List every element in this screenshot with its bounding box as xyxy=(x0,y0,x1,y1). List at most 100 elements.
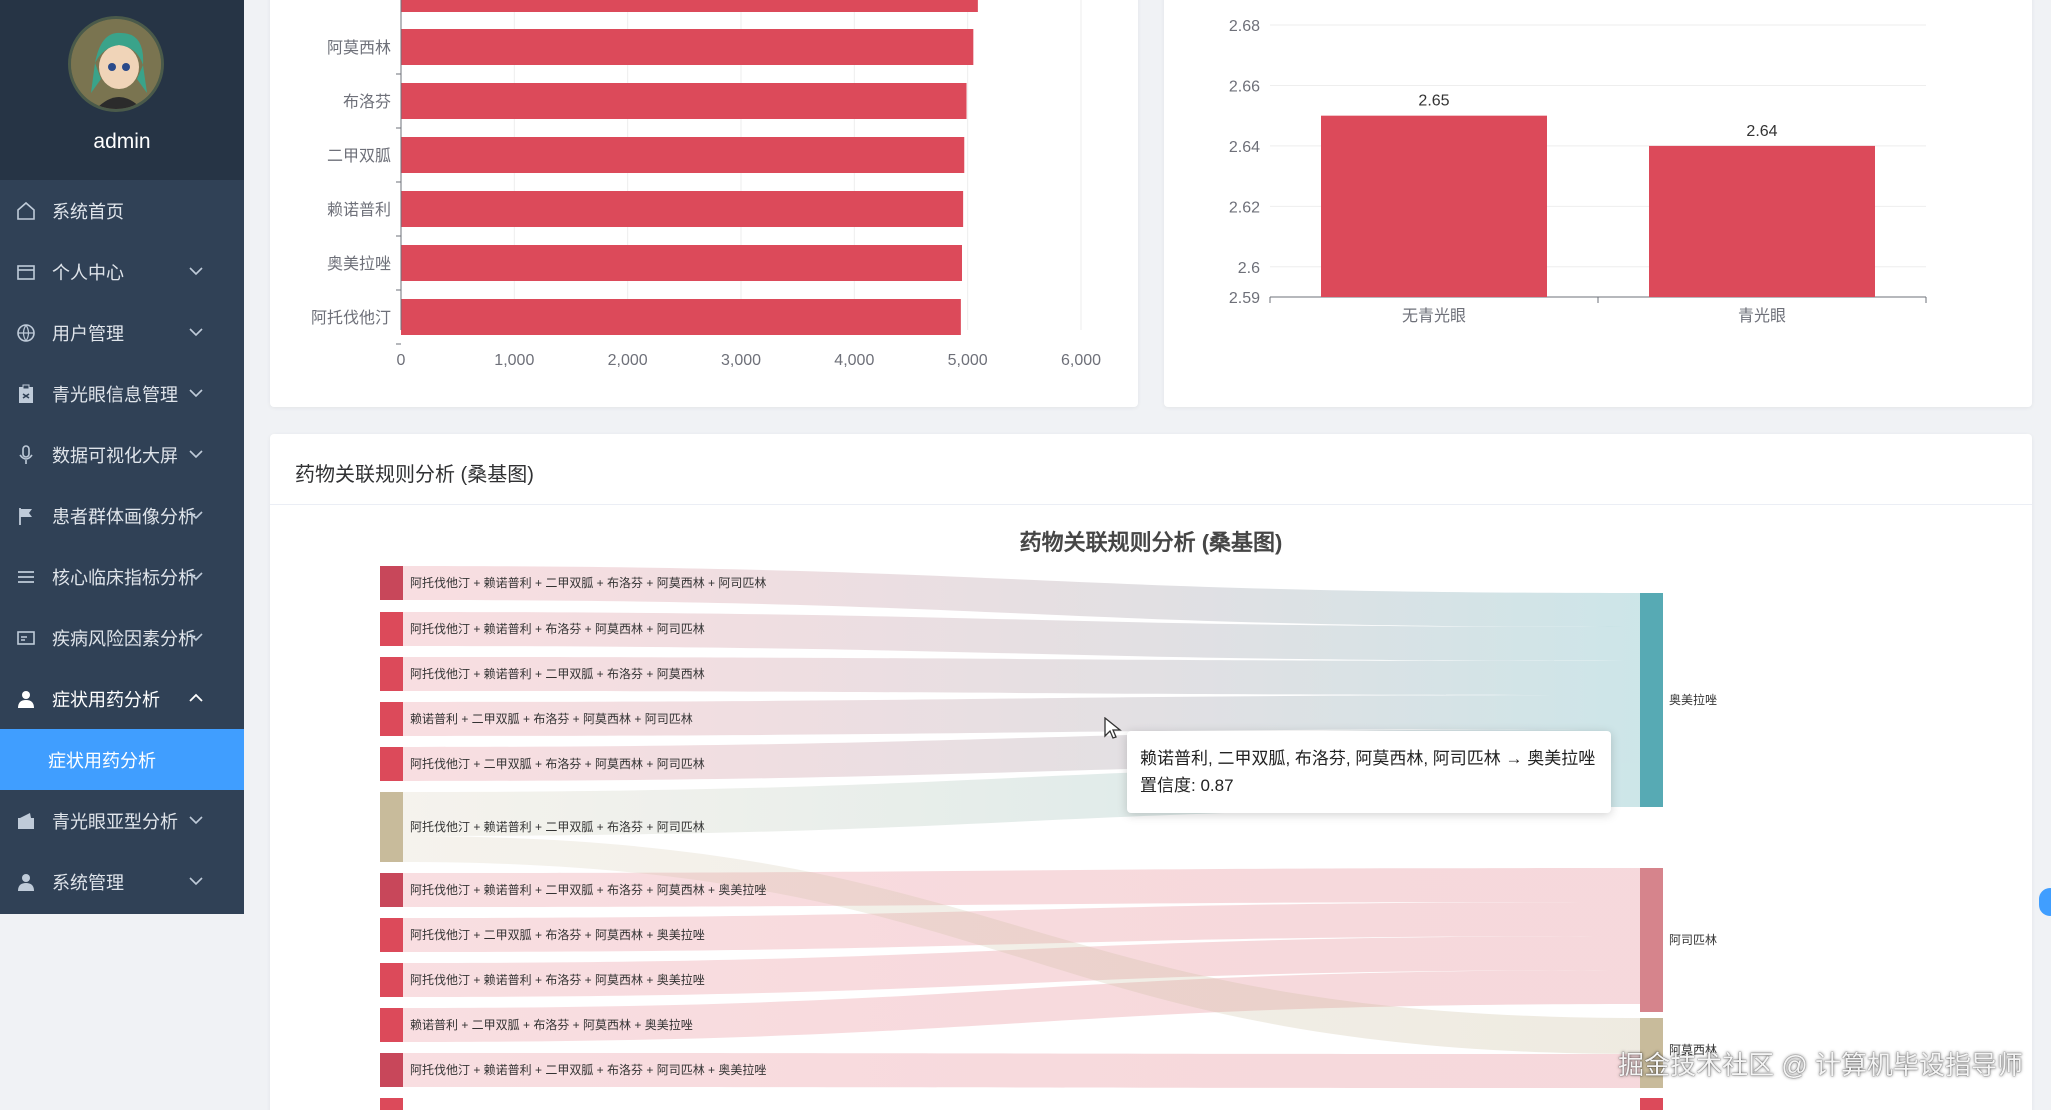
chevron-down-icon xyxy=(189,511,203,520)
chevron-down-icon xyxy=(189,389,203,398)
sankey-source-node[interactable] xyxy=(380,873,403,907)
sidebar-item-glaucoma-info[interactable]: 青光眼信息管理 xyxy=(0,363,244,424)
bar[interactable] xyxy=(401,245,962,281)
sankey-target-node[interactable] xyxy=(1640,868,1663,1012)
sidebar-item-clinical-indicators[interactable]: 核心临床指标分析 xyxy=(0,546,244,607)
globe-icon xyxy=(14,321,38,345)
sankey-target-label: 阿莫西林 xyxy=(1669,1043,1717,1057)
sankey-source-node[interactable] xyxy=(380,1008,403,1042)
y-tick-label: 2.59 xyxy=(1229,290,1260,307)
sidebar-item-label: 症状用药分析 xyxy=(52,689,160,710)
sidebar-item-risk-factors[interactable]: 疾病风险因素分析 xyxy=(0,607,244,668)
sankey-link[interactable] xyxy=(403,612,1640,661)
sidebar-item-label: 青光眼信息管理 xyxy=(52,384,178,405)
x-tick-label: 3,000 xyxy=(721,352,761,369)
sankey-target-node[interactable] xyxy=(1640,593,1663,807)
chart-tooltip: 赖诺普利, 二甲双胍, 布洛芬, 阿莫西林, 阿司匹林 → 奥美拉唑 置信度: … xyxy=(1127,731,1611,813)
bar-partial[interactable] xyxy=(401,0,978,12)
y-tick-label: 2.68 xyxy=(1229,18,1260,35)
sidebar-item-glaucoma-subtype[interactable]: 青光眼亚型分析 xyxy=(0,790,244,851)
y-tick-label: 2.6 xyxy=(1238,260,1260,277)
bar[interactable] xyxy=(401,191,964,227)
sidebar-item-label: 系统首页 xyxy=(52,201,124,222)
sidebar-item-label: 青光眼亚型分析 xyxy=(52,811,178,832)
user-icon xyxy=(14,870,38,894)
profile-card-icon xyxy=(14,260,38,284)
sankey-link[interactable] xyxy=(403,695,1640,736)
sankey-source-label: 阿托伐他汀 + 赖诺普利 + 二甲双胍 + 布洛芬 + 阿莫西林 + 阿司匹林 xyxy=(410,575,766,590)
submenu-item-label: 症状用药分析 xyxy=(48,750,156,771)
sankey-source-node[interactable] xyxy=(380,747,403,781)
chevron-down-icon xyxy=(189,816,203,825)
y-tick-label: 2.66 xyxy=(1229,78,1260,95)
chevron-down-icon xyxy=(189,877,203,886)
sankey-target-node[interactable] xyxy=(1640,1018,1663,1088)
sankey-source-label: 阿托伐他汀 + 赖诺普利 + 二甲双胍 + 布洛芬 + 阿莫西林 xyxy=(410,666,705,681)
chevron-down-icon xyxy=(189,450,203,459)
drug-usage-chart-panel: 0 1,000 2,000 3,000 4,000 5,000 6,000 阿莫西林 布洛芬 二甲… xyxy=(270,0,1138,407)
sidebar-item-label: 数据可视化大屏 xyxy=(52,445,178,466)
sankey-source-label: 赖诺普利 + 二甲双胍 + 布洛芬 + 阿莫西林 + 阿司匹林 xyxy=(410,711,693,726)
bar[interactable] xyxy=(401,83,967,119)
sankey-source-label: 阿托伐他汀 + 赖诺普利 + 布洛芬 + 阿莫西林 + 奥美拉唑 xyxy=(410,972,705,987)
sankey-link[interactable] xyxy=(403,970,1640,1042)
sankey-source-node[interactable] xyxy=(380,566,403,600)
sankey-link[interactable] xyxy=(403,836,1640,1054)
profile-section: admin xyxy=(0,0,244,180)
y-tick-label: 布洛芬 xyxy=(343,93,391,111)
chevron-up-icon xyxy=(189,693,203,702)
bar[interactable] xyxy=(401,299,961,335)
chevron-down-icon xyxy=(189,328,203,337)
watermark: 掘金技术社区 @ 计算机毕设指导师 xyxy=(1618,1050,2023,1080)
sidebar-item-dashboard[interactable]: 数据可视化大屏 xyxy=(0,424,244,485)
data-label: 2.64 xyxy=(1746,123,1777,140)
avatar[interactable] xyxy=(68,16,164,112)
chevron-down-icon xyxy=(189,572,203,581)
sankey-source-node[interactable] xyxy=(380,792,403,862)
x-tick-label: 0 xyxy=(397,352,406,369)
sidebar-item-label: 疾病风险因素分析 xyxy=(52,628,196,649)
sankey-source-label: 阿托伐他汀 + 二甲双胍 + 布洛芬 + 阿莫西林 + 阿司匹林 xyxy=(410,756,705,771)
bar[interactable] xyxy=(401,137,965,173)
chart-title: 药物关联规则分析 (桑基图) xyxy=(1020,530,1283,555)
sidebar: admin 系统首页 个人中心 用户管理 青光眼信息管理 数据可视化大屏 xyxy=(0,0,244,914)
bar[interactable] xyxy=(1321,115,1547,298)
sankey-target-node[interactable] xyxy=(1640,1098,1663,1110)
sankey-source-node[interactable] xyxy=(380,918,403,952)
user-icon xyxy=(14,687,38,711)
y-tick-label: 阿莫西林 xyxy=(327,39,391,57)
sankey-source-node[interactable] xyxy=(380,1053,403,1087)
x-tick-label: 5,000 xyxy=(948,352,988,369)
data-label: 2.65 xyxy=(1418,93,1449,110)
sankey-source-label: 赖诺普利 + 二甲双胍 + 布洛芬 + 阿莫西林 + 奥美拉唑 xyxy=(410,1017,693,1032)
floating-edge-button[interactable] xyxy=(2039,888,2051,916)
chevron-down-icon xyxy=(189,267,203,276)
clipboard-icon xyxy=(14,382,38,406)
home-icon xyxy=(14,199,38,223)
sidebar-item-symptom-medication[interactable]: 症状用药分析 xyxy=(0,668,244,729)
bar[interactable] xyxy=(1649,145,1875,297)
sidebar-item-label: 患者群体画像分析 xyxy=(52,506,196,527)
sidebar-item-home[interactable]: 系统首页 xyxy=(0,180,244,241)
horizontal-bar-chart: 0 1,000 2,000 3,000 4,000 5,000 6,000 阿莫西林布洛芬二甲… xyxy=(311,0,1101,369)
bar[interactable] xyxy=(401,29,974,65)
sankey-link[interactable] xyxy=(403,566,1640,627)
sidebar-item-profile[interactable]: 个人中心 xyxy=(0,241,244,302)
sankey-source-node[interactable] xyxy=(380,963,403,997)
sankey-link[interactable] xyxy=(403,657,1640,695)
sankey-link[interactable] xyxy=(403,1053,1640,1088)
sidebar-item-users[interactable]: 用户管理 xyxy=(0,302,244,363)
sankey-source-label: 阿托伐他汀 + 赖诺普利 + 布洛芬 + 阿莫西林 + 阿司匹林 xyxy=(410,621,705,636)
x-tick-label: 2,000 xyxy=(608,352,648,369)
sankey-source-node[interactable] xyxy=(380,612,403,646)
sidebar-item-patient-portrait[interactable]: 患者群体画像分析 xyxy=(0,485,244,546)
submenu-item-symptom-medication[interactable]: 症状用药分析 xyxy=(0,729,244,790)
flag-icon xyxy=(14,504,38,528)
sankey-source-node[interactable] xyxy=(380,1098,403,1110)
sankey-source-node[interactable] xyxy=(380,657,403,691)
sankey-source-node[interactable] xyxy=(380,702,403,736)
sankey-source-label: 阿托伐他汀 + 赖诺普利 + 二甲双胍 + 布洛芬 + 阿司匹林 + 奥美拉唑 xyxy=(410,1062,766,1077)
sankey-link[interactable] xyxy=(403,936,1640,997)
sankey-panel: 药物关联规则分析 (桑基图) 药物关联规则分析 (桑基图) 阿托伐他汀 + 赖诺普… xyxy=(270,434,2032,1110)
sidebar-item-system-admin[interactable]: 系统管理 xyxy=(0,851,244,912)
